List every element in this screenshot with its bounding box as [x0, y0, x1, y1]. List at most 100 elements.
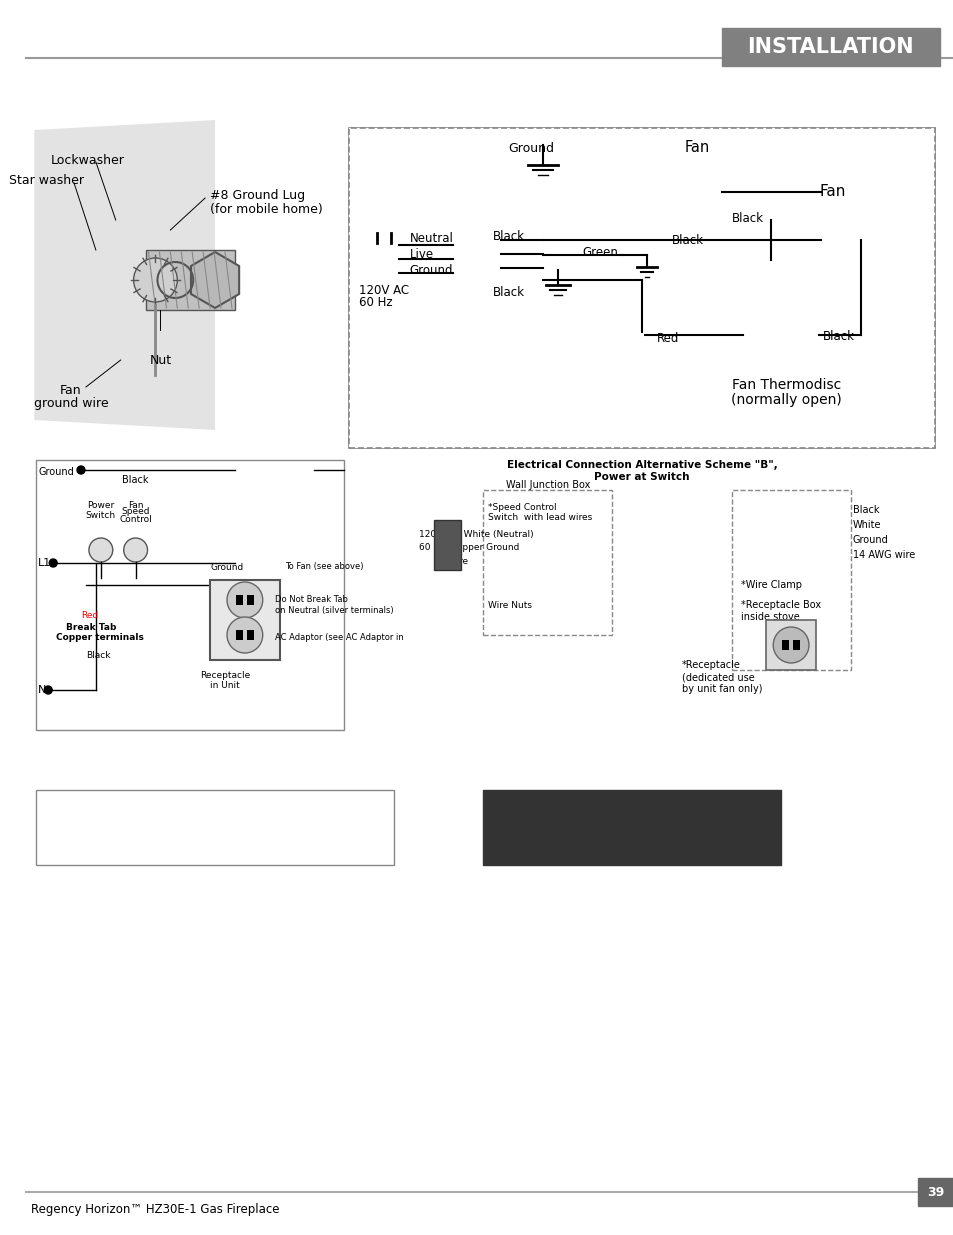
Bar — [502, 535, 562, 580]
Text: 120 Volts White (Neutral): 120 Volts White (Neutral) — [418, 531, 533, 540]
Text: on Neutral (silver terminals): on Neutral (silver terminals) — [274, 605, 393, 615]
Circle shape — [820, 182, 840, 203]
Polygon shape — [488, 245, 500, 285]
Text: Break Tab: Break Tab — [66, 624, 116, 632]
Text: N: N — [38, 685, 47, 695]
Text: 39: 39 — [926, 1186, 943, 1198]
Text: *Receptacle Box: *Receptacle Box — [740, 600, 821, 610]
Text: ground wire: ground wire — [33, 396, 109, 410]
Circle shape — [89, 538, 112, 562]
Text: INSTALLATION: INSTALLATION — [747, 37, 913, 57]
Bar — [146, 249, 234, 310]
Text: #8 Ground Lug: #8 Ground Lug — [210, 189, 305, 201]
Bar — [781, 640, 788, 650]
Bar — [765, 620, 815, 671]
Text: *Receptacle: *Receptacle — [681, 659, 740, 671]
Text: Electrical Connection Alternative Scheme "B",: Electrical Connection Alternative Scheme… — [506, 459, 777, 471]
Bar — [456, 227, 485, 240]
Text: Ground: Ground — [852, 535, 887, 545]
Text: Wall Junction Box: Wall Junction Box — [505, 480, 589, 490]
Text: Black: Black — [852, 505, 879, 515]
Bar — [349, 128, 934, 448]
Text: Ground: Ground — [508, 142, 554, 154]
Bar — [235, 595, 243, 605]
Bar — [918, 1178, 953, 1207]
Text: Black: Black — [86, 651, 111, 659]
Text: Nut: Nut — [150, 353, 172, 367]
Text: *Wire Clamp: *Wire Clamp — [740, 580, 801, 590]
Text: Black: Black — [731, 211, 762, 225]
Text: Lockwasher: Lockwasher — [51, 153, 125, 167]
Polygon shape — [34, 120, 214, 430]
Text: Black: Black — [671, 235, 703, 247]
Text: 60 Hz  Copper Ground: 60 Hz Copper Ground — [418, 543, 518, 552]
Bar — [349, 128, 934, 448]
Text: Fan Thermodisc: Fan Thermodisc — [731, 378, 840, 391]
Text: by unit fan only): by unit fan only) — [681, 684, 761, 694]
Bar — [36, 790, 394, 864]
Text: White: White — [852, 520, 881, 530]
Text: Black: Black — [822, 331, 854, 343]
Text: Ground: Ground — [38, 467, 74, 477]
Bar — [247, 595, 253, 605]
Text: Fan: Fan — [683, 141, 709, 156]
Text: Green: Green — [582, 247, 618, 259]
Text: Star washer: Star washer — [9, 173, 84, 186]
Text: Live: Live — [409, 247, 434, 261]
Circle shape — [742, 296, 818, 373]
Circle shape — [731, 182, 751, 203]
Text: Ground: Ground — [210, 562, 243, 572]
Text: Wire: Wire — [418, 557, 467, 566]
Bar — [247, 630, 253, 640]
Circle shape — [227, 618, 262, 653]
Text: Control: Control — [119, 515, 152, 524]
Text: Fan: Fan — [128, 500, 143, 510]
Text: Switch: Switch — [86, 510, 116, 520]
Text: Red: Red — [81, 610, 98, 620]
Circle shape — [77, 466, 85, 474]
Text: (dedicated use: (dedicated use — [681, 672, 754, 682]
Text: Power: Power — [87, 500, 114, 510]
Circle shape — [757, 311, 804, 359]
Circle shape — [44, 685, 52, 694]
Text: Regency Horizon™ HZ30E-1 Gas Fireplace: Regency Horizon™ HZ30E-1 Gas Fireplace — [31, 1203, 279, 1216]
Circle shape — [790, 182, 810, 203]
Text: Black: Black — [122, 475, 149, 485]
Text: To Fan (see above): To Fan (see above) — [284, 562, 363, 572]
Bar — [483, 490, 612, 635]
Bar — [483, 790, 781, 864]
Bar — [720, 28, 939, 65]
Bar — [731, 490, 850, 671]
Text: 120V AC: 120V AC — [358, 284, 409, 296]
Text: Do Not Break Tab: Do Not Break Tab — [274, 595, 347, 604]
Circle shape — [227, 582, 262, 618]
Bar — [634, 333, 643, 337]
Text: 60 Hz: 60 Hz — [358, 296, 393, 310]
Text: Power at Switch: Power at Switch — [594, 472, 689, 482]
Text: Fan: Fan — [60, 384, 82, 396]
Text: AC Adaptor (see AC Adaptor in: AC Adaptor (see AC Adaptor in — [274, 634, 403, 642]
Text: (normally open): (normally open) — [730, 393, 841, 408]
Text: 14 AWG wire: 14 AWG wire — [852, 550, 914, 559]
Circle shape — [133, 258, 177, 303]
Text: Speed: Speed — [121, 508, 150, 516]
Circle shape — [773, 627, 808, 663]
Text: Black: Black — [493, 231, 524, 243]
Text: Red: Red — [657, 331, 679, 345]
Text: Neutral: Neutral — [409, 231, 453, 245]
Bar — [453, 220, 488, 280]
Bar — [433, 520, 461, 571]
Bar — [235, 630, 243, 640]
Bar — [792, 640, 800, 650]
Circle shape — [773, 327, 788, 343]
Bar — [210, 580, 279, 659]
Text: Receptacle: Receptacle — [200, 671, 250, 679]
Bar — [369, 237, 398, 273]
Text: Black: Black — [493, 287, 524, 300]
Circle shape — [760, 182, 781, 203]
Text: inside stove: inside stove — [740, 613, 800, 622]
Text: Wire Nuts: Wire Nuts — [488, 600, 532, 610]
Text: *Speed Control: *Speed Control — [488, 504, 557, 513]
Bar — [456, 245, 485, 257]
Circle shape — [124, 538, 148, 562]
